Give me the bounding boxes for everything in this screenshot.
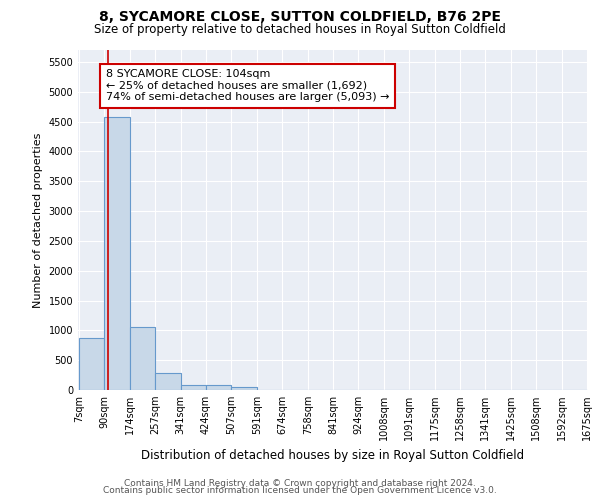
Y-axis label: Number of detached properties: Number of detached properties xyxy=(33,132,43,308)
Text: Contains public sector information licensed under the Open Government Licence v3: Contains public sector information licen… xyxy=(103,486,497,495)
Bar xyxy=(79,338,104,390)
Bar xyxy=(130,327,155,390)
X-axis label: Distribution of detached houses by size in Royal Sutton Coldfield: Distribution of detached houses by size … xyxy=(142,448,524,462)
Text: 8, SYCAMORE CLOSE, SUTTON COLDFIELD, B76 2PE: 8, SYCAMORE CLOSE, SUTTON COLDFIELD, B76… xyxy=(99,10,501,24)
Bar xyxy=(181,385,206,390)
Bar xyxy=(155,372,181,390)
Bar xyxy=(206,385,231,390)
Text: Size of property relative to detached houses in Royal Sutton Coldfield: Size of property relative to detached ho… xyxy=(94,22,506,36)
Bar xyxy=(231,387,257,390)
Text: Contains HM Land Registry data © Crown copyright and database right 2024.: Contains HM Land Registry data © Crown c… xyxy=(124,478,476,488)
Bar xyxy=(104,118,130,390)
Text: 8 SYCAMORE CLOSE: 104sqm
← 25% of detached houses are smaller (1,692)
74% of sem: 8 SYCAMORE CLOSE: 104sqm ← 25% of detach… xyxy=(106,69,389,102)
